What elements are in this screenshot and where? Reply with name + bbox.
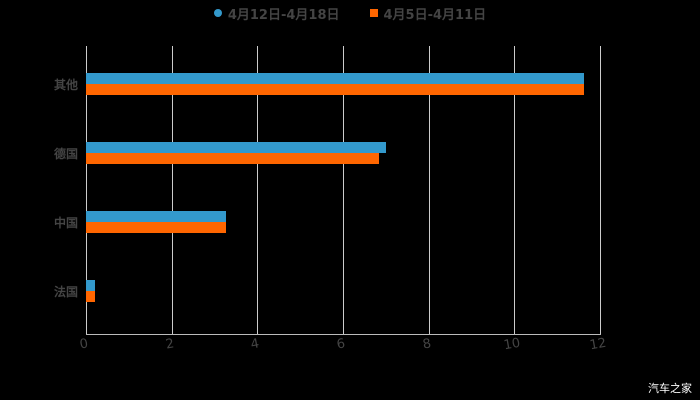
bar-series-1[interactable]	[86, 211, 226, 222]
x-tick-label: 0	[78, 336, 90, 353]
gridline	[514, 46, 515, 335]
watermark: 汽车之家	[648, 382, 692, 395]
bar-series-2[interactable]	[86, 291, 95, 302]
legend-item-series-2[interactable]: 4月5日-4月11日	[369, 4, 487, 23]
y-category-label: 其他	[53, 78, 78, 92]
gridline	[343, 46, 344, 335]
x-tick-label: 8	[421, 336, 433, 353]
x-tick-label: 2	[164, 336, 176, 353]
x-tick-label: 6	[335, 336, 347, 353]
y-category-label: 法国	[53, 285, 78, 299]
x-tick-label: 12	[588, 335, 608, 354]
bar-series-2[interactable]	[86, 222, 226, 233]
x-tick-label: 4	[249, 336, 261, 353]
bar-series-1[interactable]	[86, 280, 95, 291]
plot-area	[86, 46, 601, 335]
gridline	[257, 46, 258, 335]
bar-series-1[interactable]	[86, 73, 584, 84]
legend-label: 4月12日-4月18日	[227, 7, 340, 23]
gridline	[172, 46, 173, 335]
x-tick-label: 10	[502, 335, 522, 354]
bar-series-1[interactable]	[86, 142, 386, 153]
chart-legend: 4月12日-4月18日 4月5日-4月11日	[0, 4, 700, 23]
bar-series-2[interactable]	[86, 84, 584, 95]
gridline	[600, 46, 601, 335]
gridline	[429, 46, 430, 335]
legend-item-series-1[interactable]: 4月12日-4月18日	[213, 4, 340, 23]
gridline	[86, 46, 87, 335]
legend-square-icon	[369, 9, 378, 17]
legend-label: 4月5日-4月11日	[383, 7, 487, 23]
bar-series-2[interactable]	[86, 153, 379, 164]
y-category-label: 中国	[53, 216, 78, 230]
x-axis-line	[86, 334, 601, 335]
y-category-label: 德国	[53, 147, 78, 161]
legend-circle-icon	[213, 9, 222, 17]
